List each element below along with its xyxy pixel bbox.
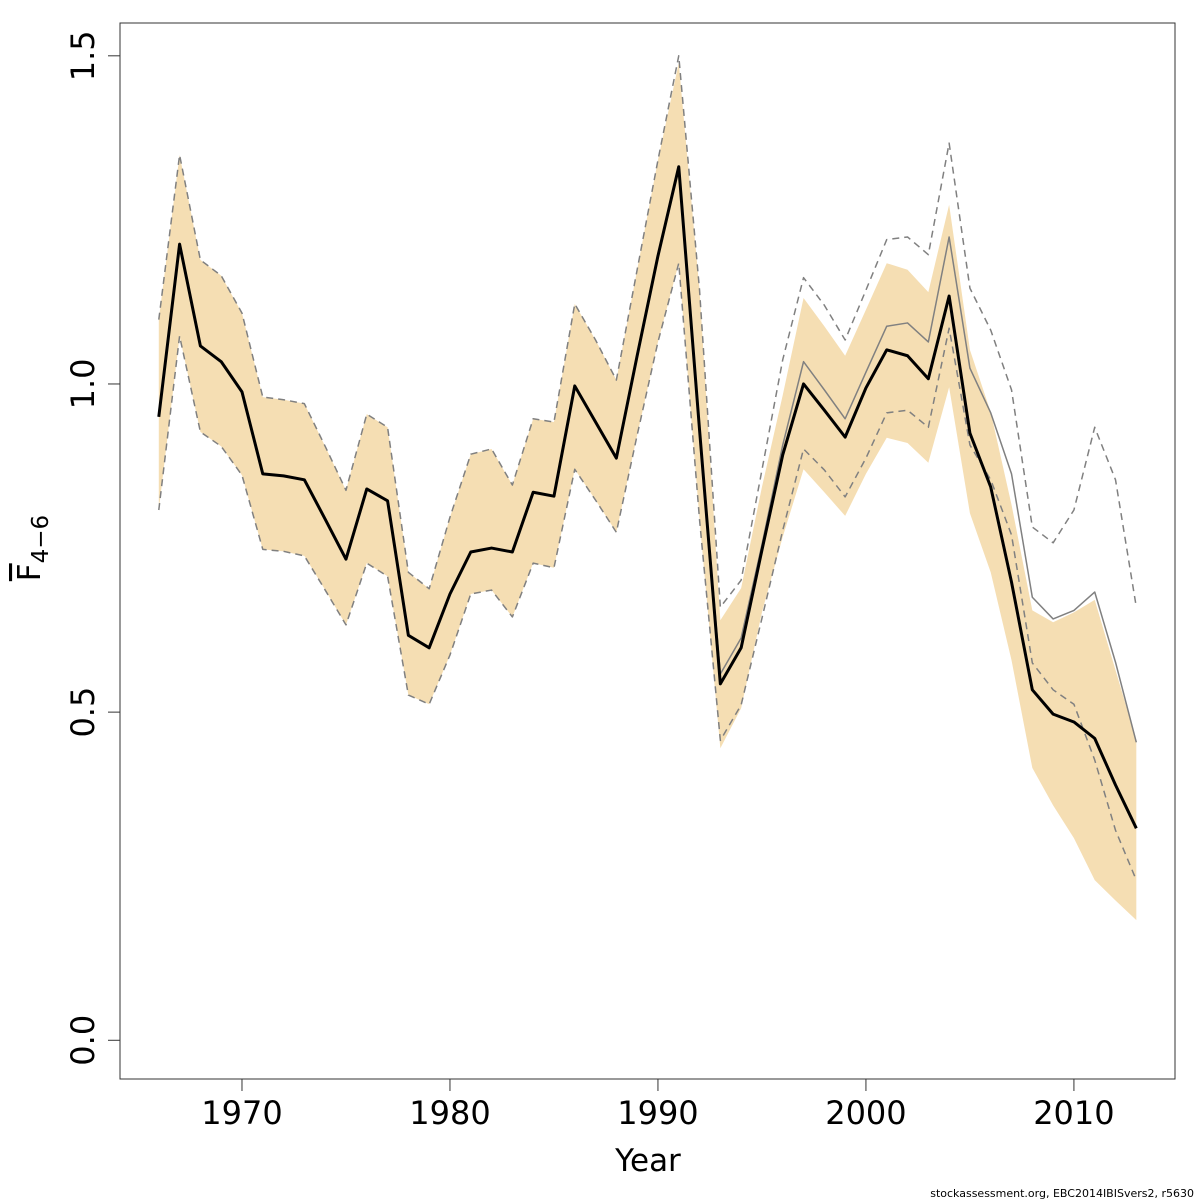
x-tick-label: 2010	[1033, 1094, 1114, 1132]
series-line	[158, 55, 1138, 608]
y-axis-title: F4−6	[12, 515, 54, 581]
series-line	[158, 262, 1138, 881]
footnote: stockassessment.org, EBC2014IBISvers2, r…	[930, 1187, 1194, 1200]
y-axis-title-main: F	[12, 563, 48, 581]
x-tick-label: 1990	[617, 1094, 698, 1132]
confidence-band	[158, 63, 1137, 921]
y-tick-label: 1.0	[64, 359, 102, 410]
x-tick-label: 2000	[825, 1094, 906, 1132]
y-axis-title-subscript: 4−6	[28, 515, 54, 564]
y-tick-label: 0.5	[64, 687, 102, 738]
plot-frame	[119, 22, 1176, 1080]
x-tick-label: 1980	[409, 1094, 490, 1132]
y-tick-label: 0.0	[64, 1015, 102, 1066]
series-line	[157, 165, 1138, 829]
x-axis-title: Year	[614, 1143, 681, 1179]
y-tick-label: 1.5	[64, 30, 102, 81]
x-tick-label: 1970	[201, 1094, 282, 1132]
